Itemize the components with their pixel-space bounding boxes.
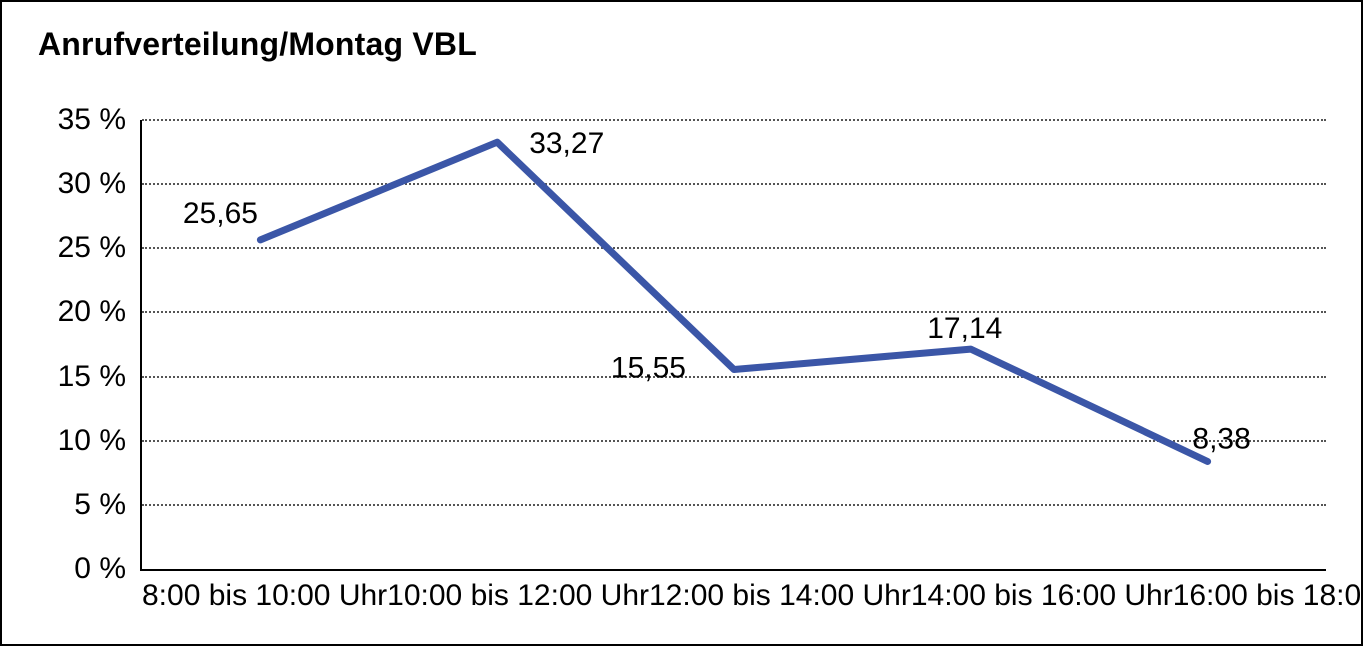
x-category-label: 10:00 bis 12:00 Uhr: [387, 579, 649, 612]
x-category-label: 16:00 bis 18:00 Uhr: [1172, 579, 1363, 612]
data-point-label: 17,14: [927, 312, 1002, 345]
data-point-label: 25,65: [183, 197, 258, 230]
plot-area: 25,65 33,27 15,55 17,14 8,38: [140, 119, 1326, 571]
y-tick-label: 0 %: [74, 552, 126, 585]
y-axis-tick-labels: 35 % 30 % 25 % 20 % 15 % 10 % 5 % 0 %: [2, 103, 126, 585]
gridline: [142, 503, 1326, 506]
gridline: [142, 119, 1326, 121]
line-series: 25,65 33,27 15,55 17,14 8,38: [183, 127, 1251, 465]
data-point-label: 33,27: [529, 127, 604, 160]
y-tick-label: 5 %: [74, 487, 126, 521]
gridline: [142, 439, 1326, 442]
y-tick-label: 30 %: [57, 167, 126, 201]
data-point-label: 15,55: [611, 352, 686, 385]
gridline: [142, 183, 1326, 186]
x-axis-labels: 8:00 bis 10:00 Uhr 10:00 bis 12:00 Uhr 12:…: [142, 579, 1363, 613]
y-tick-label: 25 %: [57, 231, 126, 265]
gridline: [142, 247, 1326, 250]
y-tick-label: 10 %: [57, 423, 126, 457]
gridline: [142, 311, 1326, 314]
data-point-label: 8,38: [1192, 423, 1250, 456]
y-tick-label: 15 %: [57, 359, 126, 393]
x-category-label: 14:00 bis 16:00 Uhr: [910, 579, 1173, 612]
chart-title: Anrufverteilung/Montag VBL: [38, 26, 477, 62]
data-line: [256, 138, 1212, 465]
gridline: [142, 375, 1326, 378]
y-tick-label: 20 %: [57, 295, 126, 329]
x-category-label: 8:00 bis 10:00 Uhr: [142, 579, 388, 612]
x-category-label: 12:00 bis 14:00 Uhr: [649, 579, 911, 612]
y-tick-label: 35 %: [57, 103, 126, 136]
